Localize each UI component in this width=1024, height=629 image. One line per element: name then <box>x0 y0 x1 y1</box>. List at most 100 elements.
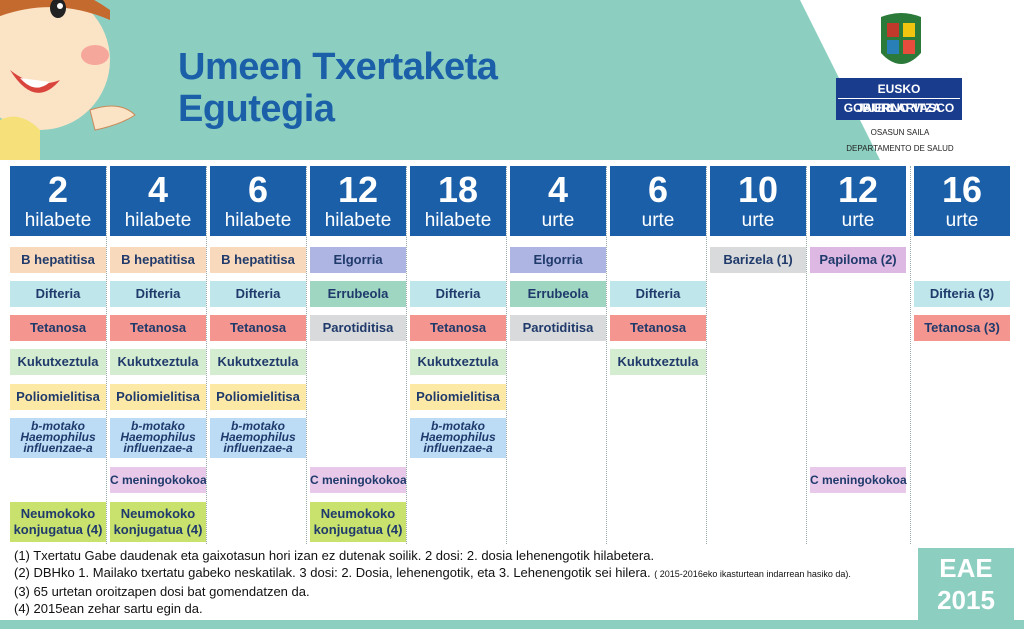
vaccine-hib: b-motako Haemophilus influenzae-a <box>410 418 506 458</box>
header-background <box>0 0 880 160</box>
vaccine-hepatitis-b: B hepatitisa <box>210 247 306 273</box>
footnote-4: (4) 2015ean zehar sartu egin da. <box>14 601 203 616</box>
hib-line-1: b-motako <box>131 419 185 433</box>
age-header: 2 hilabete <box>10 166 106 236</box>
vaccine-polio: Poliomielitisa <box>110 384 206 410</box>
neu-line-2: konjugatua (4) <box>113 522 203 537</box>
vaccine-polio: Poliomielitisa <box>10 384 106 410</box>
age-header: 12 hilabete <box>310 166 406 236</box>
vaccine-mumps: Parotiditisa <box>510 315 606 341</box>
schedule-column: 2 hilabete B hepatitisa Difteria Tetanos… <box>10 166 106 544</box>
age-header: 16 urte <box>914 166 1010 236</box>
hib-line-2: Haemophilus <box>220 430 296 444</box>
vaccine-pneumococcal: Neumokoko konjugatua (4) <box>110 502 206 542</box>
vaccine-pneumococcal: Neumokoko konjugatua (4) <box>10 502 106 542</box>
age-unit: urte <box>945 210 979 231</box>
age-number: 10 <box>737 169 779 210</box>
hib-line-2: Haemophilus <box>420 430 496 444</box>
department-eu: OSASUN SAILA <box>870 128 930 137</box>
age-number: 16 <box>941 169 983 210</box>
footnote-2-small: ( 2015-2016eko ikasturtean indarrean has… <box>654 569 851 579</box>
footer-band <box>0 620 1024 629</box>
vaccine-meningococcal-c: C meningokokoa <box>310 467 407 493</box>
hib-line-3: influenzae-a <box>223 441 293 455</box>
age-number: 4 <box>147 169 169 210</box>
coat-of-arms-icon <box>881 13 921 64</box>
hib-line-1: b-motako <box>31 419 85 433</box>
neu-line-2: konjugatua (4) <box>13 522 103 537</box>
vaccine-tetanus: Tetanosa <box>110 315 206 341</box>
age-number: 12 <box>337 169 379 210</box>
page-title: Umeen Txertaketa Egutegia <box>178 46 498 130</box>
age-unit: urte <box>641 210 675 231</box>
schedule-column: 4 urte Elgorria Errubeola Parotiditisa <box>506 166 606 544</box>
age-unit: hilabete <box>24 210 92 231</box>
vaccine-measles: Elgorria <box>310 247 406 273</box>
vaccine-hepatitis-b: B hepatitisa <box>110 247 206 273</box>
schedule-column: 4 hilabete B hepatitisa Difteria Tetanos… <box>106 166 207 544</box>
age-number: 12 <box>837 169 879 210</box>
neu-line-2: konjugatua (4) <box>313 522 403 537</box>
schedule-column: 10 urte Barizela (1) <box>706 166 806 544</box>
header: Umeen Txertaketa Egutegia EUSKO JAURLARI… <box>0 0 1024 160</box>
age-header: 6 hilabete <box>210 166 306 236</box>
logo-line-1: EUSKO JAURLARITZA <box>838 80 960 115</box>
logo-box: EUSKO JAURLARITZA GOBIERNO VASCO <box>836 78 962 120</box>
hib-line-1: b-motako <box>431 419 485 433</box>
vaccine-hepatitis-b: B hepatitisa <box>10 247 106 273</box>
vaccine-varicella: Barizela (1) <box>710 247 806 273</box>
schedule-column: 16 urte Difteria (3) Tetanosa (3) <box>910 166 1010 544</box>
footnote-2-text: (2) DBHko 1. Mailako txertatu gabeko nes… <box>14 565 651 580</box>
age-unit: urte <box>841 210 875 231</box>
schedule-column: 6 urte Difteria Tetanosa Kukutxeztula <box>606 166 706 544</box>
vaccine-pertussis: Kukutxeztula <box>110 349 206 375</box>
vaccine-diphtheria: Difteria <box>110 281 206 307</box>
age-header: 4 hilabete <box>110 166 206 236</box>
footnote-1: (1) Txertatu Gabe daudenak eta gaixotasu… <box>14 548 655 563</box>
age-number: 6 <box>247 169 269 210</box>
vaccine-mumps: Parotiditisa <box>310 315 406 341</box>
age-unit: urte <box>541 210 575 231</box>
government-logo: EUSKO JAURLARITZA GOBIERNO VASCO OSASUN … <box>830 8 970 153</box>
vaccine-rubella: Errubeola <box>310 281 406 307</box>
age-unit: hilabete <box>224 210 292 231</box>
vaccine-diphtheria: Difteria <box>10 281 106 307</box>
age-unit: urte <box>741 210 775 231</box>
age-unit: hilabete <box>324 210 392 231</box>
hib-line-2: Haemophilus <box>120 430 196 444</box>
eae-badge: EAE 2015 <box>918 548 1014 622</box>
vaccine-tetanus: Tetanosa <box>210 315 306 341</box>
vaccine-tetanus: Tetanosa (3) <box>914 315 1010 341</box>
badge-line-1: EAE <box>939 553 993 583</box>
footnotes: (1) Txertatu Gabe daudenak eta gaixotasu… <box>14 547 914 617</box>
vaccine-pertussis: Kukutxeztula <box>410 349 506 375</box>
vaccine-polio: Poliomielitisa <box>210 384 306 410</box>
hib-line-2: Haemophilus <box>20 430 96 444</box>
age-unit: hilabete <box>124 210 192 231</box>
child-illustration <box>0 0 140 160</box>
age-number: 2 <box>47 169 69 210</box>
badge-line-2: 2015 <box>937 585 995 615</box>
vaccine-meningococcal-c: C meningokokoa <box>810 467 907 493</box>
age-unit: hilabete <box>424 210 492 231</box>
age-header: 18 hilabete <box>410 166 506 236</box>
vaccine-hib: b-motako Haemophilus influenzae-a <box>10 418 106 458</box>
schedule-column: 12 hilabete Elgorria Errubeola Parotidit… <box>306 166 407 544</box>
vaccine-tetanus: Tetanosa <box>10 315 106 341</box>
hib-line-3: influenzae-a <box>423 441 493 455</box>
footnote-3: (3) 65 urtetan oroitzapen dosi bat gomen… <box>14 584 310 599</box>
vaccine-diphtheria: Difteria (3) <box>914 281 1010 307</box>
hib-line-3: influenzae-a <box>23 441 93 455</box>
vaccine-rubella: Errubeola <box>510 281 606 307</box>
vaccine-tetanus: Tetanosa <box>610 315 706 341</box>
neu-line-1: Neumokoko <box>320 506 396 521</box>
age-number: 4 <box>547 169 569 210</box>
title-line-1: Umeen Txertaketa <box>178 46 498 88</box>
vaccine-diphtheria: Difteria <box>210 281 306 307</box>
footnote-2: (2) DBHko 1. Mailako txertatu gabeko nes… <box>14 564 914 583</box>
vaccine-pertussis: Kukutxeztula <box>610 349 706 375</box>
age-header: 4 urte <box>510 166 606 236</box>
vaccine-measles: Elgorria <box>510 247 606 273</box>
hib-line-1: b-motako <box>231 419 285 433</box>
neu-line-1: Neumokoko <box>20 506 96 521</box>
